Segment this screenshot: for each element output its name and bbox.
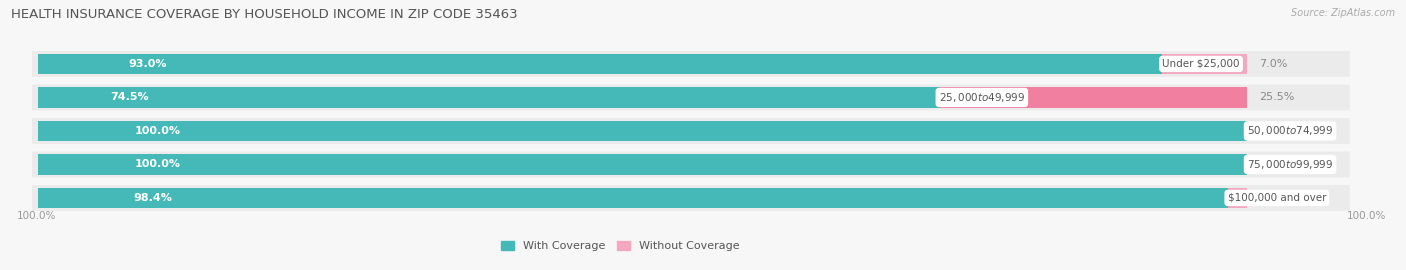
Bar — [1227, 188, 1247, 208]
Text: 1.6%: 1.6% — [1258, 193, 1288, 203]
Text: Under $25,000: Under $25,000 — [1163, 59, 1240, 69]
Text: 0.0%: 0.0% — [1258, 126, 1288, 136]
Text: Source: ZipAtlas.com: Source: ZipAtlas.com — [1291, 8, 1395, 18]
Text: 0.0%: 0.0% — [1258, 160, 1288, 170]
Text: 98.4%: 98.4% — [134, 193, 173, 203]
FancyBboxPatch shape — [32, 118, 1350, 144]
Text: 100.0%: 100.0% — [1347, 211, 1386, 221]
Legend: With Coverage, Without Coverage: With Coverage, Without Coverage — [496, 236, 744, 256]
Text: 100.0%: 100.0% — [17, 211, 56, 221]
Text: 100.0%: 100.0% — [135, 126, 181, 136]
FancyBboxPatch shape — [32, 85, 1350, 110]
Text: 100.0%: 100.0% — [135, 160, 181, 170]
Text: $100,000 and over: $100,000 and over — [1227, 193, 1326, 203]
FancyBboxPatch shape — [32, 151, 1350, 177]
FancyBboxPatch shape — [32, 51, 1350, 77]
Text: 7.0%: 7.0% — [1258, 59, 1288, 69]
Bar — [38, 121, 1247, 141]
Text: 74.5%: 74.5% — [110, 92, 149, 102]
Bar — [38, 87, 939, 108]
Text: 25.5%: 25.5% — [1258, 92, 1295, 102]
Text: $25,000 to $49,999: $25,000 to $49,999 — [939, 91, 1025, 104]
Bar — [38, 53, 1163, 74]
Text: 93.0%: 93.0% — [128, 59, 167, 69]
Bar — [939, 87, 1247, 108]
Text: $50,000 to $74,999: $50,000 to $74,999 — [1247, 124, 1333, 137]
Text: HEALTH INSURANCE COVERAGE BY HOUSEHOLD INCOME IN ZIP CODE 35463: HEALTH INSURANCE COVERAGE BY HOUSEHOLD I… — [11, 8, 517, 21]
FancyBboxPatch shape — [32, 185, 1350, 211]
Bar — [1163, 53, 1247, 74]
Text: $75,000 to $99,999: $75,000 to $99,999 — [1247, 158, 1333, 171]
Bar — [38, 154, 1247, 175]
Bar — [38, 188, 1227, 208]
